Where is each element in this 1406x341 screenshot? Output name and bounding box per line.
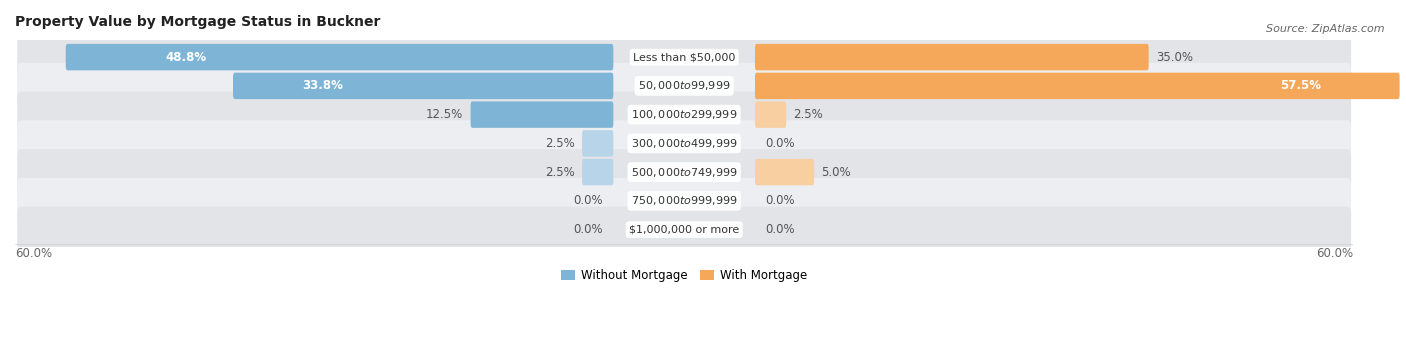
FancyBboxPatch shape <box>17 34 1351 80</box>
FancyBboxPatch shape <box>582 130 613 157</box>
Legend: Without Mortgage, With Mortgage: Without Mortgage, With Mortgage <box>557 264 811 286</box>
FancyBboxPatch shape <box>17 207 1351 253</box>
FancyBboxPatch shape <box>233 73 613 99</box>
FancyBboxPatch shape <box>17 120 1351 166</box>
Text: 12.5%: 12.5% <box>426 108 464 121</box>
Text: $50,000 to $99,999: $50,000 to $99,999 <box>638 79 730 92</box>
FancyBboxPatch shape <box>471 101 613 128</box>
Text: 2.5%: 2.5% <box>546 166 575 179</box>
FancyBboxPatch shape <box>17 63 1351 109</box>
Text: Less than $50,000: Less than $50,000 <box>633 52 735 62</box>
FancyBboxPatch shape <box>66 44 613 70</box>
FancyBboxPatch shape <box>755 44 1149 70</box>
Text: $1,000,000 or more: $1,000,000 or more <box>628 225 740 235</box>
FancyBboxPatch shape <box>755 101 786 128</box>
Text: Property Value by Mortgage Status in Buckner: Property Value by Mortgage Status in Buc… <box>15 15 381 29</box>
Text: 2.5%: 2.5% <box>546 137 575 150</box>
Text: $500,000 to $749,999: $500,000 to $749,999 <box>631 166 738 179</box>
Text: 0.0%: 0.0% <box>766 194 796 207</box>
FancyBboxPatch shape <box>17 178 1351 224</box>
Text: 5.0%: 5.0% <box>821 166 851 179</box>
Text: 2.5%: 2.5% <box>793 108 823 121</box>
Text: $300,000 to $499,999: $300,000 to $499,999 <box>631 137 738 150</box>
Text: 0.0%: 0.0% <box>766 137 796 150</box>
Text: 60.0%: 60.0% <box>15 248 52 261</box>
Text: 48.8%: 48.8% <box>166 50 207 64</box>
FancyBboxPatch shape <box>755 73 1399 99</box>
Text: Source: ZipAtlas.com: Source: ZipAtlas.com <box>1267 24 1385 34</box>
Text: 0.0%: 0.0% <box>766 223 796 236</box>
Text: $100,000 to $299,999: $100,000 to $299,999 <box>631 108 737 121</box>
Text: 0.0%: 0.0% <box>574 223 603 236</box>
Text: 60.0%: 60.0% <box>1316 248 1354 261</box>
Text: 33.8%: 33.8% <box>302 79 343 92</box>
FancyBboxPatch shape <box>17 92 1351 138</box>
Text: 35.0%: 35.0% <box>1156 50 1192 64</box>
Text: 57.5%: 57.5% <box>1279 79 1322 92</box>
Text: 0.0%: 0.0% <box>574 194 603 207</box>
FancyBboxPatch shape <box>17 149 1351 195</box>
FancyBboxPatch shape <box>582 159 613 186</box>
Text: $750,000 to $999,999: $750,000 to $999,999 <box>631 194 738 207</box>
FancyBboxPatch shape <box>755 159 814 186</box>
